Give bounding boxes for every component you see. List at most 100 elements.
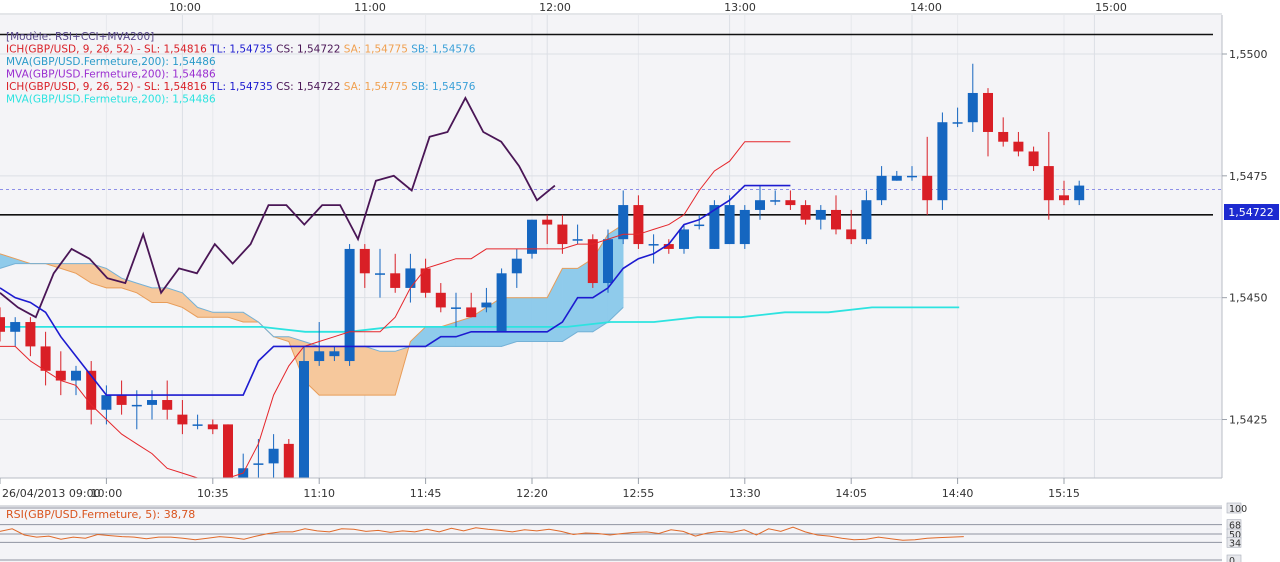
candle-body [572, 239, 583, 241]
candle-body [0, 317, 5, 332]
mva-200-line [0, 306, 960, 333]
candle-body [405, 268, 416, 288]
candle-body [162, 400, 173, 410]
time-tick-label: 10:35 [197, 487, 229, 500]
top-axis-label: 14:00 [910, 1, 942, 14]
candle-body [55, 370, 66, 381]
candle-body [71, 370, 81, 381]
candle-body [223, 424, 233, 478]
candle-body [451, 307, 461, 309]
current-price-label: 1,54722 [1228, 206, 1274, 219]
rsi-axis-label: 50 [1229, 530, 1241, 541]
candle-body [876, 175, 887, 201]
candle-body [344, 248, 355, 362]
time-tick-label: 11:45 [410, 487, 442, 500]
legend-entry-part: ICH(GBP/USD, 9, 26, 52) - SL: 1,54816 [6, 44, 210, 56]
candle-body [131, 404, 142, 407]
candle-body [633, 205, 644, 245]
candle-body [527, 219, 537, 254]
candle-body [268, 448, 279, 464]
legend-entry-part: TL: 1,54735 [209, 44, 276, 56]
candle-body [207, 424, 218, 430]
candle-body [815, 209, 826, 220]
candle-body [359, 248, 370, 274]
candle-body [40, 346, 51, 371]
candle-body [511, 258, 522, 274]
time-tick-label: 14:05 [835, 487, 867, 500]
candle-body [983, 92, 993, 132]
top-axis-label: 10:00 [169, 1, 201, 14]
legend-entry: ICH(GBP/USD, 9, 26, 52) - SL: 1,54816 TL… [6, 44, 476, 56]
candle-body [618, 205, 629, 240]
legend-entry: MVA(GBP/USD.Fermeture,200): 1,54486 [6, 56, 216, 68]
candle-body [314, 351, 325, 362]
rsi-axis-box [1226, 554, 1242, 562]
candle-body [466, 307, 477, 318]
candle-body [755, 200, 765, 210]
legend-entry: ICH(GBP/USD, 9, 26, 52) - SL: 1,54816 TL… [6, 81, 476, 93]
legend-entry-part: SA: 1,54775 [344, 81, 412, 93]
candle-body [679, 229, 689, 249]
time-tick-label: 14:40 [942, 487, 974, 500]
candle-body [177, 414, 188, 425]
candle-body [299, 361, 309, 478]
time-tick-label: 10:00 [91, 487, 123, 500]
current-price-box [1224, 204, 1279, 220]
legend-entry: MVA(GBP/USD.Fermeture,200): 1,54486 [6, 94, 216, 106]
candle-body [390, 273, 401, 288]
top-axis-label: 11:00 [354, 1, 386, 14]
legend-entry-part: SB: 1,54576 [411, 44, 475, 56]
candle-body [101, 395, 112, 410]
cloud-segment [212, 311, 229, 318]
time-axis-bg [0, 478, 1280, 504]
tenkan-sen-line [0, 141, 791, 479]
candle-body [86, 370, 97, 410]
candle-body [1074, 185, 1085, 201]
candle-body [603, 239, 613, 284]
rsi-label: RSI(GBP/USD.Fermeture, 5): 38,78 [6, 508, 195, 521]
candle-body [10, 322, 21, 332]
rsi-line [0, 526, 964, 541]
candle-body [907, 175, 917, 178]
candle-body [329, 351, 340, 357]
rsi-panel: RSI(GBP/USD.Fermeture, 5): 38,78 100 6850… [0, 502, 1280, 562]
kijun-sen-line [0, 184, 791, 396]
candle-body [1013, 141, 1024, 152]
candle-body [800, 205, 811, 220]
candle-body [283, 443, 294, 478]
candle-body [25, 322, 36, 347]
time-tick-label: 12:20 [516, 487, 548, 500]
legend-entry-part: SB: 1,54576 [411, 81, 475, 93]
cloud-segment [516, 297, 533, 342]
candle-body [952, 122, 963, 124]
candle-body [1059, 195, 1069, 201]
top-axis-label: 13:00 [724, 1, 756, 14]
price-axis-bg [1222, 15, 1280, 478]
candle-body [481, 302, 492, 308]
price-panel: [Modèle: RSI+CCI+MVA200]ICH(GBP/USD, 9, … [0, 15, 1222, 488]
candle-body [192, 424, 203, 426]
time-tick-label: 15:15 [1048, 487, 1080, 500]
legend-entry-part: CS: 1,54722 [276, 44, 344, 56]
candle-body [648, 244, 659, 246]
time-tick-label: 11:10 [303, 487, 335, 500]
candle-body [542, 219, 553, 225]
candle-body [770, 200, 781, 202]
legend-entry-part: CS: 1,54722 [276, 81, 344, 93]
time-tick-label: 13:30 [729, 487, 761, 500]
candle-body [709, 205, 720, 249]
candle-body [147, 400, 157, 405]
candle-body [937, 122, 948, 201]
rsi-axis-label: 34 [1229, 538, 1241, 549]
cloud-segment [379, 350, 396, 396]
rsi-axis-box [1226, 537, 1242, 548]
candle-body [694, 224, 705, 227]
price-tick-label: 1,5475 [1229, 170, 1268, 183]
chikou-span-line [0, 95, 556, 319]
candle-body [861, 200, 872, 240]
candle-body [967, 92, 978, 123]
time-tick-label: 26/04/2013 09:00 [2, 487, 101, 500]
candle-body [831, 209, 841, 230]
candle-body [116, 395, 127, 405]
